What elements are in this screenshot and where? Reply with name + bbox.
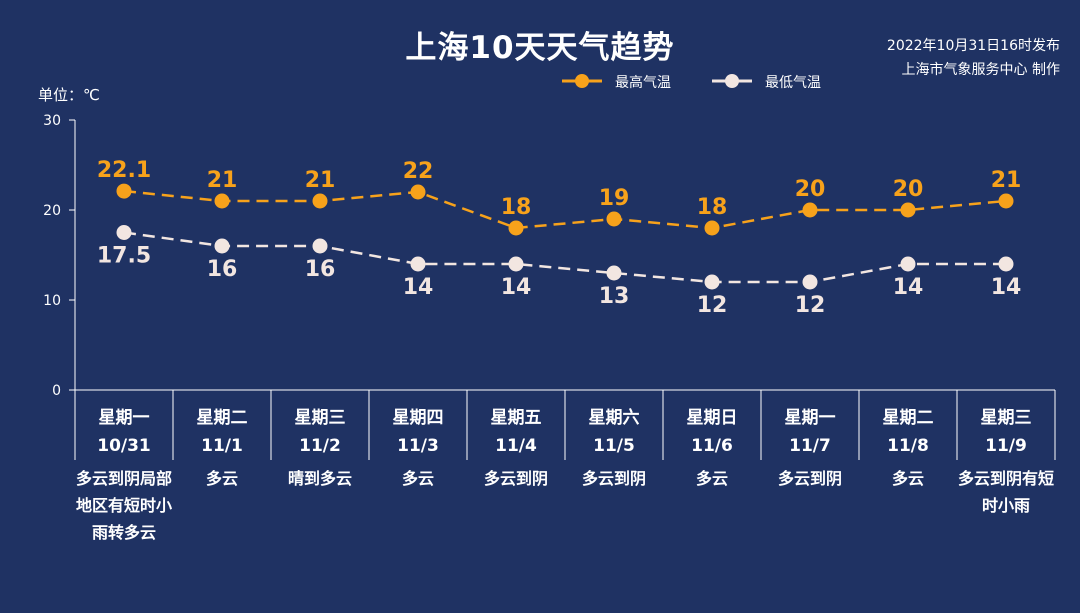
date-label: 11/9 [985, 436, 1027, 456]
publish-time: 2022年10月31日16时发布 [886, 38, 1060, 54]
data-label-low: 14 [991, 275, 1022, 300]
weather-desc: 多云到阴有短时小雨 [958, 469, 1055, 515]
weather-desc: 多云 [205, 469, 238, 488]
data-point-low [900, 256, 916, 272]
data-point-high [214, 193, 230, 209]
data-point-high [508, 220, 524, 236]
data-label-low: 12 [697, 293, 728, 318]
data-label-low: 14 [501, 275, 532, 300]
data-point-high [312, 193, 328, 209]
data-point-low [606, 265, 622, 281]
date-label: 11/7 [789, 436, 831, 456]
publisher: 上海市气象服务中心 制作 [901, 62, 1060, 78]
data-point-low [214, 238, 230, 254]
publish-info: 2022年10月31日16时发布 上海市气象服务中心 制作 [887, 34, 1060, 82]
weather-desc: 多云到阴 [581, 469, 646, 488]
weather-desc: 多云 [891, 469, 924, 488]
data-point-low [998, 256, 1014, 272]
data-label-low: 16 [305, 257, 336, 282]
weather-desc: 多云 [695, 469, 728, 488]
date-label: 11/8 [887, 436, 929, 456]
data-label-high: 21 [991, 168, 1022, 193]
legend-marker-low [712, 74, 752, 88]
series-line-high [123, 189, 1007, 230]
date-label: 11/4 [495, 436, 537, 456]
weather-desc: 多云到阴 [483, 469, 548, 488]
legend-marker-high [562, 74, 602, 88]
data-label-high: 18 [501, 195, 532, 220]
data-point-low [410, 256, 426, 272]
data-label-low: 16 [207, 257, 238, 282]
weekday-label: 星期一 [785, 408, 836, 428]
data-point-low [508, 256, 524, 272]
date-label: 11/2 [299, 436, 341, 456]
data-point-high [116, 183, 132, 199]
y-tick-label: 0 [52, 383, 61, 399]
data-label-low: 13 [599, 284, 630, 309]
data-point-high [704, 220, 720, 236]
date-label: 11/5 [593, 436, 635, 456]
data-label-high: 20 [795, 177, 826, 202]
data-label-low: 17.5 [97, 244, 151, 269]
date-label: 11/3 [397, 436, 439, 456]
weekday-label: 星期五 [491, 408, 542, 428]
date-label: 11/6 [691, 436, 733, 456]
weekday-label: 星期六 [589, 407, 640, 428]
data-label-low: 14 [893, 275, 924, 300]
data-label-high: 21 [207, 168, 238, 193]
data-point-high [998, 193, 1014, 209]
data-point-high [802, 202, 818, 218]
data-label-low: 14 [403, 275, 434, 300]
y-tick-label: 30 [43, 113, 61, 129]
data-label-high: 19 [599, 186, 630, 211]
series-line-low [123, 231, 1006, 284]
data-label-high: 20 [893, 177, 924, 202]
legend-label-high: 最高气温 [615, 75, 671, 91]
weather-desc: 晴到多云 [287, 469, 352, 488]
weekday-label: 星期四 [393, 408, 444, 428]
legend-label-low: 最低气温 [765, 75, 821, 91]
date-label: 11/1 [201, 436, 243, 456]
y-tick-label: 20 [43, 203, 61, 219]
data-label-high: 22.1 [97, 158, 151, 183]
weather-desc: 多云到阴 [777, 469, 842, 488]
data-label-high: 22 [403, 159, 434, 184]
y-tick-label: 10 [43, 293, 61, 309]
data-point-low [802, 274, 818, 290]
weather-desc: 多云 [401, 469, 434, 488]
data-point-low [704, 274, 720, 290]
weekday-label: 星期二 [197, 408, 248, 428]
data-point-low [116, 225, 132, 240]
data-point-low [312, 238, 328, 254]
weather-desc: 多云到阴局部地区有短时小雨转多云 [76, 469, 173, 542]
data-point-high [410, 184, 426, 200]
date-label: 10/31 [97, 436, 151, 456]
data-point-high [900, 202, 916, 218]
data-point-high [606, 211, 622, 227]
unit-label: 单位：℃ [38, 86, 100, 104]
weekday-label: 星期三 [981, 408, 1032, 428]
data-label-high: 18 [697, 195, 728, 220]
weekday-label: 星期日 [687, 408, 738, 428]
chart-title: 上海10天天气趋势 [405, 30, 675, 66]
weekday-label: 星期一 [99, 408, 150, 428]
data-label-low: 12 [795, 293, 826, 318]
weekday-label: 星期二 [883, 408, 934, 428]
data-label-high: 21 [305, 168, 336, 193]
weekday-label: 星期三 [295, 408, 346, 428]
